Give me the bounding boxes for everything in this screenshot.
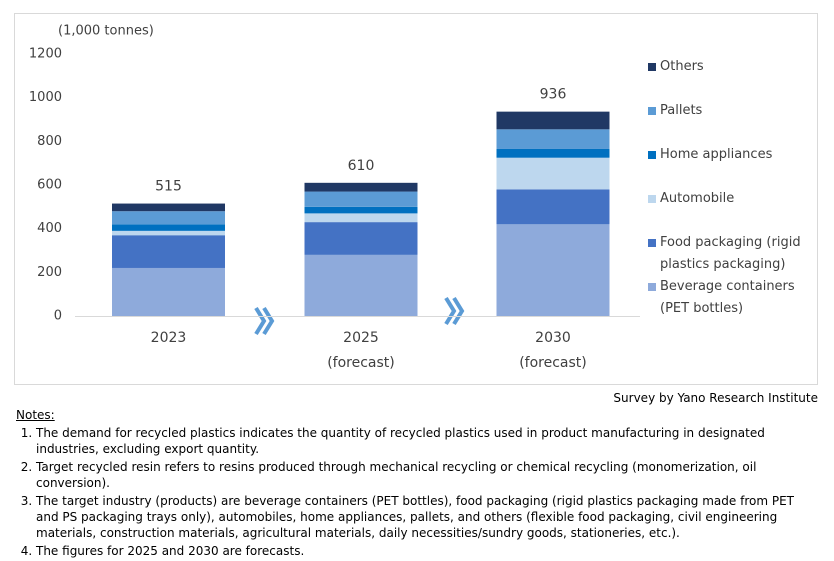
note-item: The demand for recycled plastics indicat… bbox=[36, 425, 816, 457]
bar-segment bbox=[496, 157, 610, 190]
source: Survey by Yano Research Institute bbox=[613, 391, 818, 405]
bar-segment bbox=[304, 254, 418, 316]
legend-entry: Others bbox=[648, 56, 820, 78]
bar-segment bbox=[112, 230, 225, 236]
legend-entry: Food packaging (rigid plastics packaging… bbox=[648, 232, 820, 276]
bar-segment bbox=[112, 224, 225, 231]
legend-swatch bbox=[648, 283, 656, 291]
bar-segment bbox=[496, 111, 610, 130]
unit-label: (1,000 tonnes) bbox=[58, 24, 154, 39]
bar-segment bbox=[304, 206, 418, 214]
bar-segment bbox=[496, 189, 610, 225]
bar-segment bbox=[112, 235, 225, 268]
legend-swatch bbox=[648, 107, 656, 115]
y-tick-label: 800 bbox=[37, 134, 62, 149]
y-tick-label: 600 bbox=[37, 178, 62, 193]
x-tick-label: 2030 bbox=[535, 330, 571, 346]
y-tick-label: 1000 bbox=[29, 90, 62, 105]
total-label: 610 bbox=[348, 158, 375, 174]
y-tick-label: 0 bbox=[54, 309, 62, 324]
legend-entry: Automobile bbox=[648, 188, 820, 210]
total-label: 936 bbox=[540, 87, 567, 103]
y-tick-label: 200 bbox=[37, 265, 62, 280]
legend-swatch bbox=[648, 151, 656, 159]
bar-segment bbox=[112, 203, 225, 212]
legend-swatch bbox=[648, 195, 656, 203]
bar-segment bbox=[304, 222, 418, 255]
axis-break bbox=[254, 296, 465, 336]
note-item: Target recycled resin refers to resins p… bbox=[36, 459, 816, 491]
note-item: The figures for 2025 and 2030 are foreca… bbox=[36, 543, 816, 559]
notes-heading: Notes: bbox=[16, 408, 55, 422]
y-tick-label: 400 bbox=[37, 221, 62, 236]
legend-entry: Beverage containers (PET bottles) bbox=[648, 276, 820, 320]
chart-border bbox=[14, 13, 818, 385]
x-tick-note: (forecast) bbox=[519, 355, 587, 371]
bar-segment bbox=[112, 267, 225, 316]
legend-entry: Pallets bbox=[648, 100, 820, 122]
x-tick-label: 2025 bbox=[343, 330, 379, 346]
notes: Notes: The demand for recycled plastics … bbox=[16, 407, 816, 561]
bar-segment bbox=[496, 224, 610, 316]
note-item: The target industry (products) are bever… bbox=[36, 493, 816, 541]
total-label: 515 bbox=[155, 179, 182, 195]
bar-segment bbox=[304, 191, 418, 207]
legend-swatch bbox=[648, 63, 656, 71]
bar-segment bbox=[304, 213, 418, 223]
bar-segment bbox=[112, 211, 225, 225]
x-tick-label: 2023 bbox=[151, 330, 187, 346]
bar-segment bbox=[496, 129, 610, 149]
bar-segment bbox=[304, 182, 418, 192]
chart: (1,000 tonnes) 0 200 400 600 800 1000 1200 515 2… bbox=[14, 13, 818, 385]
legend-entry: Home appliances bbox=[648, 144, 820, 166]
legend-swatch bbox=[648, 239, 656, 247]
notes-list: The demand for recycled plastics indicat… bbox=[16, 425, 816, 559]
bar-segment bbox=[496, 148, 610, 158]
y-tick-label: 1200 bbox=[29, 47, 62, 62]
x-tick-note: (forecast) bbox=[327, 355, 395, 371]
